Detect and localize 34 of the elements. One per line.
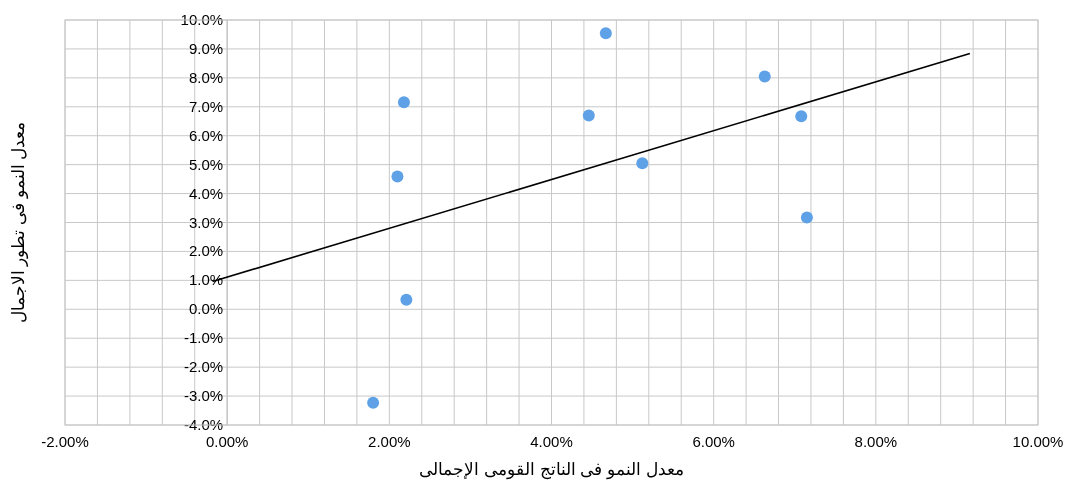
y-tick-label: 10.0% xyxy=(180,11,224,28)
x-tick-label: 10.00% xyxy=(1012,433,1064,450)
y-tick-label: 2.0% xyxy=(188,242,224,260)
y-tick-label: 9.0% xyxy=(188,39,224,57)
x-tick-label: 4.00% xyxy=(530,433,573,450)
point xyxy=(758,70,771,83)
y-tick-label: 1.0% xyxy=(188,271,224,289)
x-tick-label: 8.00% xyxy=(854,433,898,450)
y-tick-label: -3.0% xyxy=(183,387,224,405)
point xyxy=(397,96,410,109)
y-tick-label: -4.0% xyxy=(183,416,224,433)
point xyxy=(599,27,612,40)
y-tick-label: 6.0% xyxy=(188,126,224,144)
point xyxy=(367,396,380,409)
point xyxy=(795,110,808,123)
y-tick-label: -1.0% xyxy=(183,329,224,347)
y-tick-label: 4.0% xyxy=(188,184,224,202)
y-tick-label: -2.0% xyxy=(183,358,224,376)
point xyxy=(800,211,813,224)
y-tick-label: 0.0% xyxy=(188,300,224,318)
x-tick-label: 6.00% xyxy=(692,433,735,450)
point xyxy=(636,157,649,170)
x-tick-label: 0.00% xyxy=(205,433,249,450)
y-axis-title: معدل النمو فى تطور الاجمال xyxy=(9,121,29,324)
point xyxy=(391,170,404,183)
y-tick-label: 7.0% xyxy=(188,97,224,115)
x-tick-label: 2.00% xyxy=(368,433,411,450)
y-tick-label: 5.0% xyxy=(188,155,224,173)
x-tick-label: -2.00% xyxy=(41,433,89,450)
point xyxy=(400,293,413,306)
x-axis-title: معدل النمو فى الناتج القومى الإجمالى xyxy=(419,460,684,480)
y-tick-label: 8.0% xyxy=(188,68,224,86)
point xyxy=(582,109,595,122)
y-tick-label: 3.0% xyxy=(188,213,224,231)
